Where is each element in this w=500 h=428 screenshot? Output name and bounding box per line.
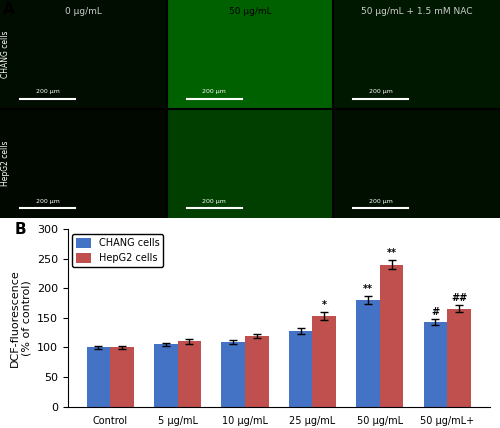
Text: B: B bbox=[14, 222, 26, 237]
Text: *: * bbox=[322, 300, 326, 310]
Legend: CHANG cells, HepG2 cells: CHANG cells, HepG2 cells bbox=[72, 234, 163, 267]
Bar bbox=[166, 0, 334, 109]
Text: 200 µm: 200 µm bbox=[369, 199, 393, 204]
Text: 200 µm: 200 µm bbox=[36, 89, 60, 94]
Bar bbox=[334, 109, 500, 218]
Y-axis label: DCF-fluorescence
(% of control): DCF-fluorescence (% of control) bbox=[10, 269, 31, 367]
Bar bbox=[86, 348, 110, 407]
Bar bbox=[178, 342, 202, 407]
Bar bbox=[312, 316, 336, 407]
Bar bbox=[110, 348, 134, 407]
Text: 200 µm: 200 µm bbox=[202, 199, 226, 204]
Text: HepG2 cells: HepG2 cells bbox=[2, 141, 11, 187]
Text: **: ** bbox=[386, 248, 396, 258]
Text: CHANG cells: CHANG cells bbox=[2, 31, 11, 78]
Text: 200 µm: 200 µm bbox=[202, 89, 226, 94]
Bar bbox=[222, 342, 245, 407]
Bar bbox=[424, 322, 447, 407]
Text: ##: ## bbox=[451, 293, 467, 303]
Bar bbox=[447, 309, 471, 407]
Text: A: A bbox=[2, 2, 14, 17]
Bar bbox=[0, 109, 166, 218]
Bar bbox=[0, 0, 166, 109]
Text: 0 µg/mL: 0 µg/mL bbox=[65, 6, 102, 15]
Text: 200 µm: 200 µm bbox=[36, 199, 60, 204]
Bar bbox=[334, 0, 500, 109]
Text: #: # bbox=[432, 306, 440, 317]
Bar bbox=[245, 336, 268, 407]
Bar bbox=[154, 345, 178, 407]
Text: 200 µm: 200 µm bbox=[369, 89, 393, 94]
Bar bbox=[166, 109, 334, 218]
Text: 50 µg/mL + 1.5 mM NAC: 50 µg/mL + 1.5 mM NAC bbox=[361, 6, 472, 15]
Bar bbox=[289, 331, 312, 407]
Bar bbox=[380, 265, 404, 407]
Text: **: ** bbox=[363, 284, 373, 294]
Text: 50 µg/mL: 50 µg/mL bbox=[228, 6, 272, 15]
Bar bbox=[356, 300, 380, 407]
